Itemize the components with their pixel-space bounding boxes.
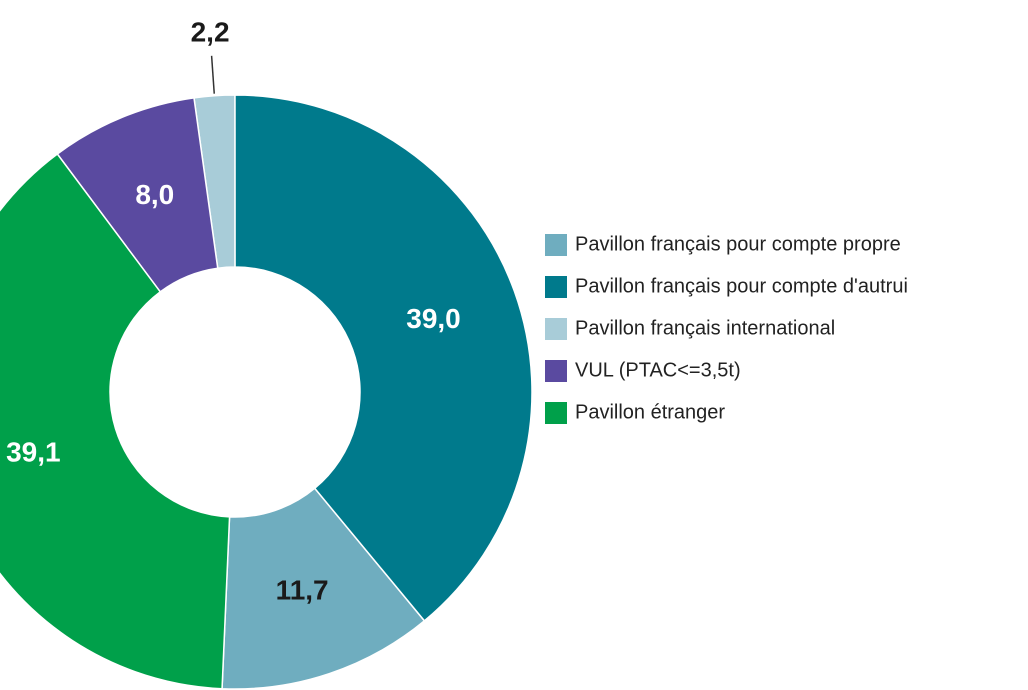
value-label: 11,7 bbox=[276, 574, 329, 605]
legend-swatch bbox=[545, 318, 567, 340]
legend-label: VUL (PTAC<=3,5t) bbox=[575, 359, 741, 381]
value-label: 2,2 bbox=[191, 16, 230, 47]
legend-label: Pavillon français pour compte propre bbox=[575, 233, 901, 255]
legend-label: Pavillon français international bbox=[575, 317, 835, 339]
donut-segment bbox=[0, 152, 231, 690]
value-label: 39,1 bbox=[6, 437, 61, 468]
leader-line bbox=[210, 55, 215, 94]
donut-segment bbox=[221, 487, 426, 690]
legend-swatch bbox=[545, 276, 567, 298]
value-label: 8,0 bbox=[135, 179, 174, 210]
legend-swatch bbox=[545, 360, 567, 382]
donut-segment bbox=[234, 94, 533, 622]
legend-swatch bbox=[545, 234, 567, 256]
legend-label: Pavillon étranger bbox=[575, 401, 725, 423]
value-label: 39,0 bbox=[406, 303, 461, 334]
legend-swatch bbox=[545, 402, 567, 424]
legend-label: Pavillon français pour compte d'autrui bbox=[575, 275, 908, 297]
